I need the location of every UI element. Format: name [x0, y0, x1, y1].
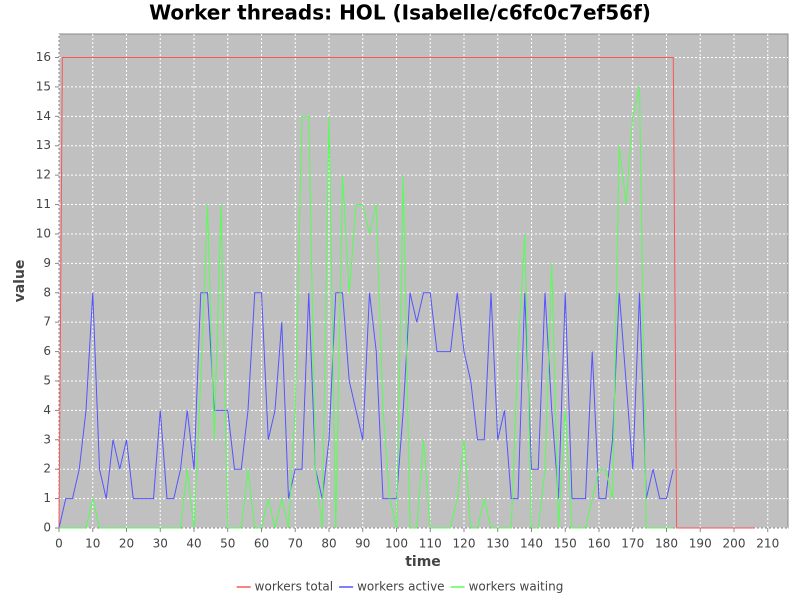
y-tick-label: 9	[43, 256, 51, 270]
x-tick-label: 100	[385, 537, 408, 551]
y-tick-label: 1	[43, 491, 51, 505]
y-tick-label: 12	[36, 168, 51, 182]
series-line	[58, 57, 755, 529]
x-tick-label: 210	[756, 537, 779, 551]
x-tick-label: 70	[288, 537, 303, 551]
chart-title: Worker threads: HOL (Isabelle/c6fc0c7ef5…	[149, 1, 651, 25]
lines	[58, 57, 755, 529]
x-tick-label: 170	[621, 537, 644, 551]
x-tick-label: 20	[119, 537, 134, 551]
y-tick-label: 4	[43, 403, 51, 417]
x-tick-label: 160	[588, 537, 611, 551]
y-tick-label: 6	[43, 344, 51, 358]
y-axis-label: value	[12, 260, 28, 303]
x-tick-label: 150	[554, 537, 577, 551]
y-tick-label: 13	[36, 138, 51, 152]
y-tick-label: 11	[36, 197, 51, 211]
x-tick-label: 60	[254, 537, 269, 551]
x-tick-label: 30	[153, 537, 168, 551]
x-tick-label: 130	[486, 537, 509, 551]
y-tick-label: 2	[43, 462, 51, 476]
x-tick-label: 90	[355, 537, 370, 551]
y-tick-label: 16	[36, 50, 51, 64]
series-line	[58, 292, 674, 529]
series-line	[59, 86, 674, 529]
y-tick-label: 5	[43, 373, 51, 387]
legend-label: workers total	[255, 580, 333, 594]
x-tick-label: 140	[520, 537, 543, 551]
x-tick-label: 110	[419, 537, 442, 551]
x-tick-label: 120	[453, 537, 476, 551]
x-tick-label: 0	[55, 537, 63, 551]
y-tick-label: 8	[43, 285, 51, 299]
y-tick-label: 0	[43, 521, 51, 535]
x-tick-label: 80	[321, 537, 336, 551]
x-tick-label: 50	[220, 537, 235, 551]
y-tick-label: 10	[36, 226, 51, 240]
legend: workers total workers active workers waiti…	[236, 580, 564, 594]
x-axis-label: time	[405, 554, 441, 570]
x-tick-label: 190	[689, 537, 712, 551]
y-tick-label: 7	[43, 315, 51, 329]
x-tick-label: 40	[186, 537, 201, 551]
y-tick-label: 14	[36, 109, 51, 123]
x-tick-label: 10	[85, 537, 100, 551]
y-tick-label: 3	[43, 432, 51, 446]
legend-label: workers active	[357, 580, 444, 594]
plot-area	[58, 33, 789, 529]
y-tick-label: 15	[36, 79, 51, 93]
x-tick-label: 200	[723, 537, 746, 551]
legend-label: workers waiting	[469, 580, 564, 594]
x-tick-label: 180	[655, 537, 678, 551]
